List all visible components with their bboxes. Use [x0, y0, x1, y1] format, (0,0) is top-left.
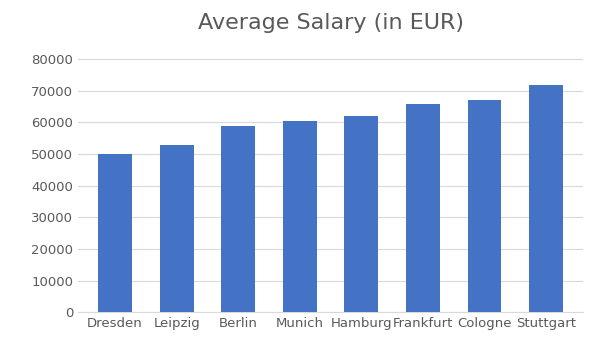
Bar — [468, 100, 501, 312]
Bar — [529, 85, 563, 312]
Bar — [406, 104, 440, 312]
Title: Average Salary (in EUR): Average Salary (in EUR) — [198, 13, 463, 33]
Bar — [98, 154, 132, 312]
Bar — [221, 126, 255, 312]
Bar — [160, 145, 194, 312]
Bar — [283, 121, 317, 312]
Bar — [344, 116, 378, 312]
